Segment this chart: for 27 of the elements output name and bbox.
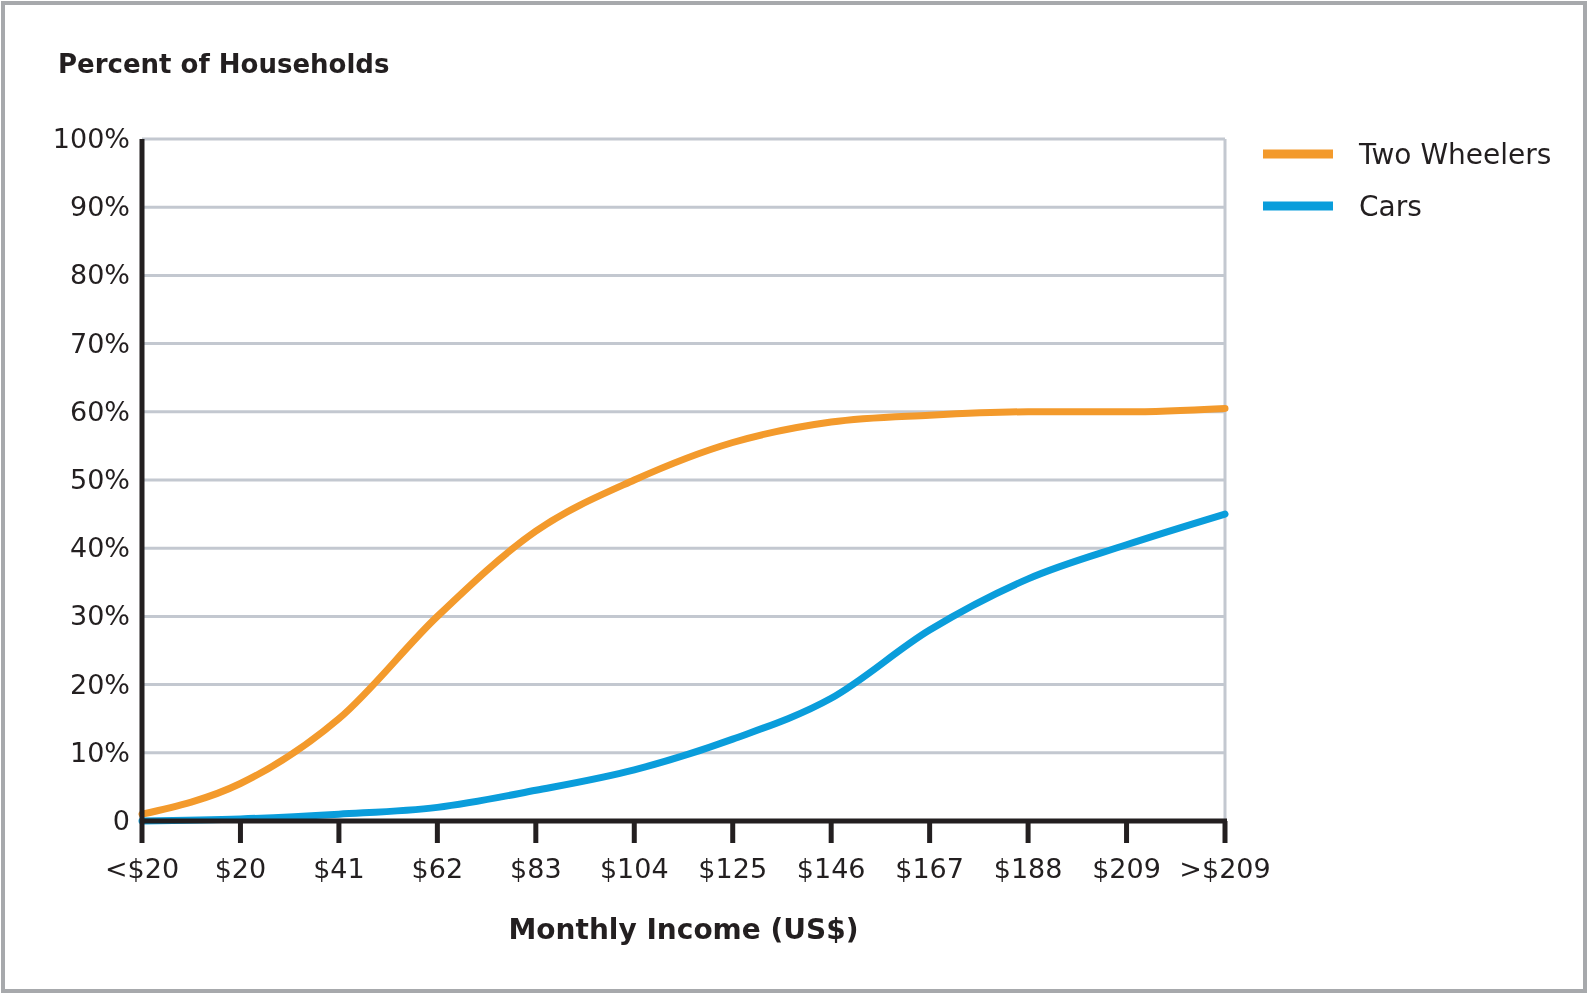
y-tick-label: 70% <box>69 327 130 359</box>
x-tick-label: <$20 <box>104 853 180 884</box>
y-tick-label: 30% <box>69 600 130 632</box>
y-tick-label: 50% <box>69 464 130 495</box>
x-tick-label: $83 <box>510 853 562 884</box>
y-tick-label: 40% <box>69 532 130 564</box>
x-tick-label: $41 <box>313 853 365 884</box>
x-tick-label: $146 <box>796 853 866 884</box>
y-tick-label: 10% <box>69 736 130 768</box>
y-tick-label: 20% <box>69 668 130 700</box>
y-tick-label: 80% <box>69 259 130 291</box>
x-tick-label: $104 <box>599 853 669 884</box>
y-tick-label: 100% <box>52 123 130 154</box>
x-tick-label: $167 <box>895 853 964 884</box>
x-tick-label: $20 <box>214 853 267 884</box>
x-tick-label: $188 <box>993 853 1063 884</box>
x-tick-label: $62 <box>411 853 464 884</box>
y-tick-label: 90% <box>69 191 130 223</box>
x-tick-label: $209 <box>1092 853 1161 884</box>
legend-label: Cars <box>1359 190 1422 223</box>
x-tick-label: >$209 <box>1179 853 1271 884</box>
x-axis-title: Monthly Income (US$) <box>508 913 859 946</box>
y-tick-label: 60% <box>69 395 130 427</box>
y-tick-label: 0 <box>112 805 130 836</box>
legend-label: Two Wheelers <box>1358 138 1552 171</box>
x-tick-label: $125 <box>698 853 768 884</box>
chart-title: Percent of Households <box>58 49 390 79</box>
